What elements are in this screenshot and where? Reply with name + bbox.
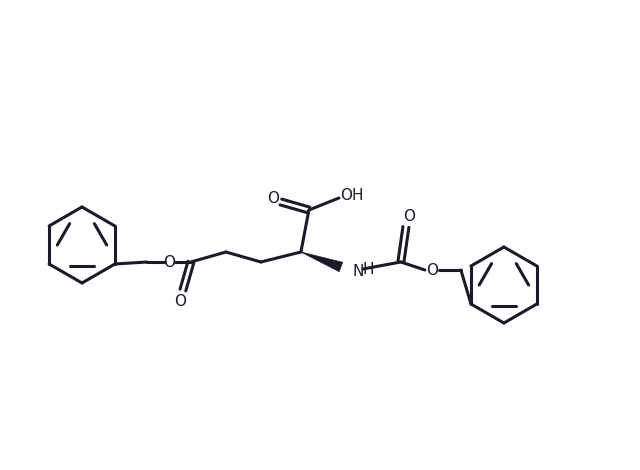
- Text: N: N: [352, 264, 364, 279]
- Text: OH: OH: [340, 188, 364, 203]
- Text: O: O: [267, 190, 279, 205]
- Text: O: O: [163, 254, 175, 269]
- Text: O: O: [426, 263, 438, 277]
- Text: O: O: [174, 293, 186, 308]
- Text: O: O: [403, 209, 415, 224]
- Text: H: H: [362, 261, 374, 276]
- Polygon shape: [301, 252, 342, 272]
